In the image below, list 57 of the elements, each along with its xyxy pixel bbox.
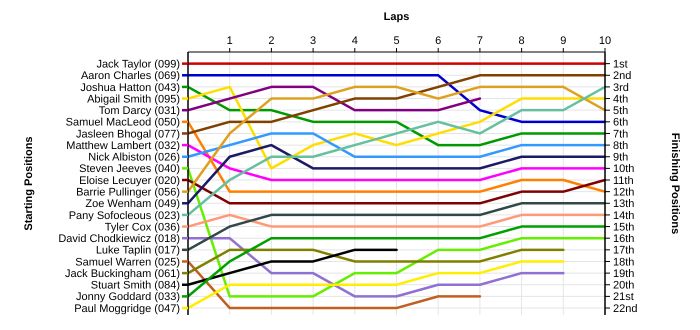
x-tick-label: 10 <box>598 35 612 47</box>
y-tick-label: 13th <box>613 198 634 210</box>
x-tick-label: 7 <box>476 35 483 47</box>
legend-label: Samuel MacLeod (050) <box>66 116 180 129</box>
legend-label: Jonny Goddard (033) <box>76 291 180 304</box>
y-axis-title: Finishing Positions <box>669 132 681 234</box>
legend-title: Starting Positions <box>23 136 35 231</box>
legend-label: Joshua Hatton (043) <box>80 82 180 94</box>
y-tick-label: 9th <box>613 152 628 164</box>
legend-label: Barrie Pullinger (056) <box>76 186 180 198</box>
legend-label: Jasleen Bhogal (077) <box>76 128 180 140</box>
y-tick-label: 22nd <box>613 302 638 315</box>
x-tick-label: 5 <box>393 35 400 47</box>
legend-label: Aaron Charles (069) <box>80 70 180 82</box>
y-tick-label: 14th <box>613 210 634 222</box>
y-tick-label: 1st <box>613 58 628 70</box>
x-tick-label: 4 <box>352 35 358 47</box>
y-tick-label: 12th <box>613 186 634 198</box>
y-tick-label: 5th <box>613 105 628 118</box>
y-tick-label: 2nd <box>613 70 632 82</box>
legend-label: Samuel Warren (025) <box>75 256 180 268</box>
x-axis-title: Laps <box>384 11 410 23</box>
legend-label: Abigail Smith (095) <box>87 93 180 106</box>
x-tick-label: 9 <box>560 35 566 47</box>
y-tick-label: 6th <box>613 116 628 129</box>
y-tick-label: 11th <box>613 174 634 187</box>
legend-label: Pany Sofocleous (023) <box>68 210 180 222</box>
x-tick-label: 2 <box>268 35 274 47</box>
y-tick-label: 17th <box>613 244 634 257</box>
y-tick-label: 8th <box>613 140 628 152</box>
y-tick-label: 15th <box>613 221 634 234</box>
y-tick-label: 20th <box>613 280 634 292</box>
legend-label: Tyler Cox (036) <box>104 221 180 234</box>
legend-label: Paul Moggridge (047) <box>74 302 180 315</box>
y-tick-label: 3rd <box>613 82 629 94</box>
legend-label: Nick Albiston (026) <box>88 152 180 164</box>
legend-label: Jack Taylor (099) <box>96 58 180 70</box>
legend-label: Tom Darcy (031) <box>98 105 180 118</box>
y-tick-label: 19th <box>613 268 634 280</box>
legend-label: Matthew Lambert (032) <box>66 140 180 152</box>
y-tick-label: 4th <box>613 93 628 106</box>
y-tick-label: 16th <box>613 233 634 246</box>
legend-label: Eloise Lecuyer (020) <box>79 174 180 187</box>
x-tick-label: 1 <box>226 35 233 47</box>
legend-label: David Chodkiewicz (018) <box>58 233 180 246</box>
legend-label: Zoe Wenham (049) <box>85 198 180 210</box>
legend-label: Stuart Smith (084) <box>90 280 180 292</box>
legend-label: Luke Taplin (017) <box>96 244 180 257</box>
x-tick-label: 8 <box>518 35 525 47</box>
legend-label: Jack Buckingham (061) <box>65 268 180 280</box>
y-tick-label: 7th <box>613 128 628 140</box>
x-tick-label: 3 <box>310 35 316 47</box>
legend-label: Steven Jeeves (040) <box>79 163 180 176</box>
x-tick-label: 6 <box>435 35 442 47</box>
y-tick-label: 21st <box>613 291 634 304</box>
y-tick-label: 18th <box>613 256 634 268</box>
y-tick-label: 10th <box>613 163 634 176</box>
